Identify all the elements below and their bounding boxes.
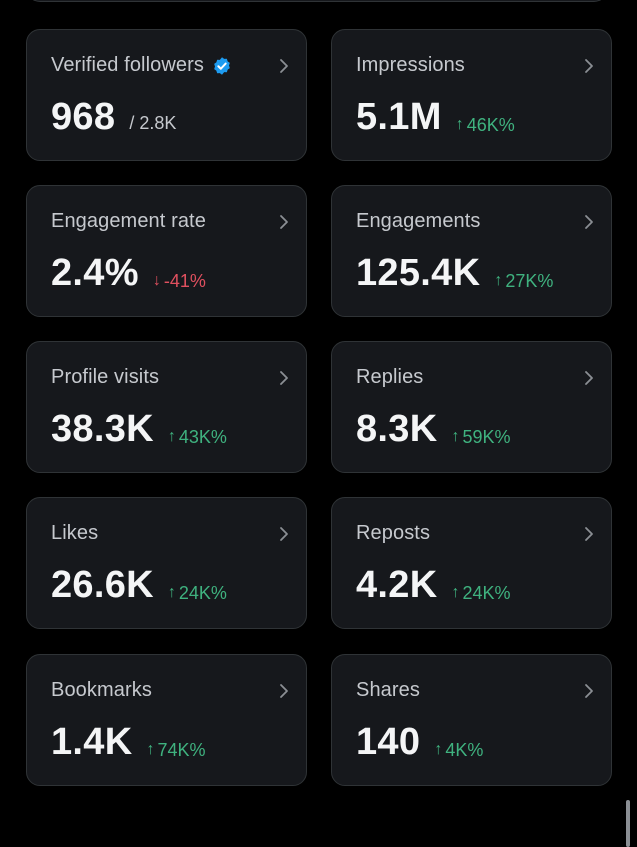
metric-card-likes[interactable]: Likes 26.6K ↑ 24K%: [26, 497, 307, 629]
arrow-up-icon: ↑: [494, 272, 503, 289]
arrow-up-icon: ↑: [146, 741, 155, 758]
metric-card-reposts[interactable]: Reposts 4.2K ↑ 24K%: [331, 497, 612, 629]
metric-change-value: 4K%: [445, 739, 484, 760]
metric-card-impressions[interactable]: Impressions 5.1M ↑ 46K%: [331, 29, 612, 161]
arrow-up-icon: ↑: [167, 584, 176, 601]
metric-change: ↓ -41%: [153, 271, 206, 292]
previous-card-edge: [26, 0, 608, 2]
chevron-right-icon: [585, 371, 593, 385]
metric-value: 26.6K: [51, 564, 154, 606]
metric-change-value: 24K%: [178, 582, 227, 603]
metric-change-value: -41%: [163, 270, 206, 291]
metric-value: 968: [51, 96, 116, 138]
chevron-right-icon: [585, 684, 593, 698]
metric-change-value: 27K%: [505, 270, 554, 291]
arrow-up-icon: ↑: [167, 428, 176, 445]
metric-value: 5.1M: [356, 96, 442, 138]
metric-card-bookmarks[interactable]: Bookmarks 1.4K ↑ 74K%: [26, 654, 307, 786]
metric-label: Bookmarks: [51, 679, 152, 701]
metric-card-engagements[interactable]: Engagements 125.4K ↑ 27K%: [331, 185, 612, 317]
metric-label: Profile visits: [51, 366, 160, 388]
chevron-right-icon: [280, 215, 288, 229]
metric-label: Replies: [356, 366, 424, 388]
metric-value: 1.4K: [51, 721, 133, 763]
metric-change: ↑ 74K%: [146, 740, 205, 761]
scrollbar[interactable]: [626, 800, 630, 847]
arrow-up-icon: ↑: [455, 116, 464, 133]
metric-value: 38.3K: [51, 408, 154, 450]
metric-change-value: 46K%: [466, 114, 515, 135]
metric-value: 125.4K: [356, 252, 481, 294]
metric-card-replies[interactable]: Replies 8.3K ↑ 59K%: [331, 341, 612, 473]
verified-badge-icon: [214, 56, 230, 75]
chevron-right-icon: [280, 684, 288, 698]
metric-change-value: 43K%: [178, 426, 227, 447]
chevron-right-icon: [585, 215, 593, 229]
metric-change-value: 24K%: [462, 582, 511, 603]
metric-value: 2.4%: [51, 252, 139, 294]
chevron-right-icon: [280, 371, 288, 385]
metric-value: 4.2K: [356, 564, 438, 606]
arrow-up-icon: ↑: [434, 741, 443, 758]
metric-change: ↑ 4K%: [434, 740, 483, 761]
arrow-down-icon: ↓: [152, 272, 161, 289]
metric-value: 140: [356, 721, 421, 763]
metric-label: Likes: [51, 522, 99, 544]
metric-change: ↑ 59K%: [451, 427, 510, 448]
metric-card-profile-visits[interactable]: Profile visits 38.3K ↑ 43K%: [26, 341, 307, 473]
chevron-right-icon: [280, 59, 288, 73]
metric-value: 8.3K: [356, 408, 438, 450]
metric-card-engagement-rate[interactable]: Engagement rate 2.4% ↓ -41%: [26, 185, 307, 317]
chevron-right-icon: [585, 59, 593, 73]
metric-change: ↑ 24K%: [451, 583, 510, 604]
chevron-right-icon: [280, 527, 288, 541]
metric-label: Reposts: [356, 522, 431, 544]
chevron-right-icon: [585, 527, 593, 541]
metric-card-verified-followers[interactable]: Verified followers 968 / 2.8K: [26, 29, 307, 161]
metric-change-value: 59K%: [462, 426, 511, 447]
arrow-up-icon: ↑: [451, 584, 460, 601]
metric-label: Engagement rate: [51, 210, 206, 232]
metric-change: ↑ 27K%: [494, 271, 553, 292]
metric-change: ↑ 24K%: [168, 583, 227, 604]
metric-change: ↑ 46K%: [456, 115, 515, 136]
metric-card-shares[interactable]: Shares 140 ↑ 4K%: [331, 654, 612, 786]
metric-label: Impressions: [356, 54, 465, 76]
arrow-up-icon: ↑: [451, 428, 460, 445]
metric-label: Engagements: [356, 210, 481, 232]
metric-change-value: 74K%: [157, 739, 206, 760]
metric-change: ↑ 43K%: [168, 427, 227, 448]
metric-label: Shares: [356, 679, 420, 701]
metric-total: / 2.8K: [129, 113, 177, 133]
metric-label: Verified followers: [51, 54, 204, 76]
